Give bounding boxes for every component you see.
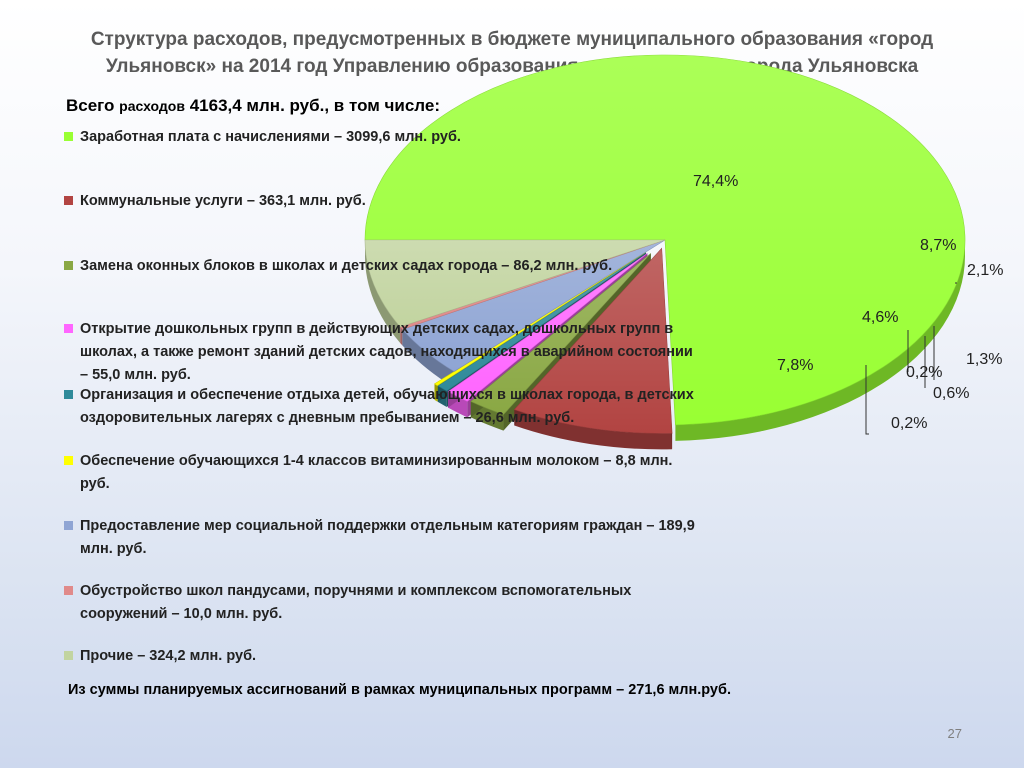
legend-item-2: Замена оконных блоков в школах и детских… — [60, 255, 700, 278]
pie-label-2: 2,1% — [967, 262, 1003, 279]
legend-item-4: Организация и обеспечение отдыха детей, … — [60, 384, 700, 430]
legend-swatch-2 — [64, 261, 73, 270]
pie-label-5: 0,2% — [906, 364, 942, 381]
legend-item-3: Открытие дошкольных групп в действующих … — [60, 318, 700, 387]
legend-label-1: Коммунальные услуги – 363,1 млн. руб. — [80, 193, 366, 209]
pie-wall-1 — [514, 409, 673, 450]
legend-swatch-1 — [64, 196, 73, 205]
title-line-1: Структура расходов, предусмотренных в бю… — [90, 29, 934, 50]
pie-wall-0 — [675, 240, 965, 441]
total-expenses: Всего расходов 4163,4 млн. руб., в том ч… — [66, 96, 440, 116]
pie-label-0: 74,4% — [693, 173, 738, 190]
legend-item-0: Заработная плата с начислениями – 3099,6… — [60, 126, 700, 149]
legend-swatch-6 — [64, 521, 73, 530]
pie-label-7: 0,2% — [891, 415, 927, 432]
legend-swatch-4 — [64, 390, 73, 399]
pie-label-4: 0,6% — [933, 385, 969, 402]
legend-swatch-3 — [64, 324, 73, 333]
leader-line-7 — [865, 365, 869, 435]
legend-label-4: Организация и обеспечение отдыха детей, … — [80, 387, 694, 426]
footer-note: Из суммы планируемых ассигнований в рамк… — [68, 682, 731, 698]
legend-item-7: Обустройство школ пандусами, поручнями и… — [60, 580, 700, 626]
legend-label-3: Открытие дошкольных групп в действующих … — [80, 321, 693, 383]
total-small-word: расходов — [119, 98, 185, 114]
legend-swatch-7 — [64, 586, 73, 595]
legend-label-2: Замена оконных блоков в школах и детских… — [80, 258, 613, 274]
legend-swatch-0 — [64, 132, 73, 141]
pie-label-6: 4,6% — [862, 309, 898, 326]
legend-item-5: Обеспечение обучающихся 1-4 классов вита… — [60, 450, 700, 496]
legend-item-1: Коммунальные услуги – 363,1 млн. руб. — [60, 190, 700, 213]
total-word: Всего — [66, 96, 115, 115]
page-number: 27 — [947, 726, 962, 741]
legend-label-6: Предоставление мер социальной поддержки … — [80, 518, 695, 557]
pie-wall-8 — [365, 240, 401, 343]
pie-label-8: 7,8% — [777, 357, 813, 374]
legend-label-7: Обустройство школ пандусами, поручнями и… — [80, 583, 632, 622]
legend-swatch-5 — [64, 456, 73, 465]
legend-swatch-8 — [64, 651, 73, 660]
legend-label-0: Заработная плата с начислениями – 3099,6… — [80, 129, 461, 145]
legend-label-5: Обеспечение обучающихся 1-4 классов вита… — [80, 453, 673, 492]
pie-wall-7 — [400, 326, 403, 346]
total-value: 4163,4 млн. руб., в том числе: — [189, 96, 440, 115]
legend-item-8: Прочие – 324,2 млн. руб. — [60, 645, 700, 668]
pie-label-1: 8,7% — [920, 237, 956, 254]
pie-label-3: 1,3% — [966, 351, 1002, 368]
pie-wall-6 — [402, 329, 455, 388]
legend-item-6: Предоставление мер социальной поддержки … — [60, 515, 700, 561]
legend-label-8: Прочие – 324,2 млн. руб. — [80, 648, 257, 664]
